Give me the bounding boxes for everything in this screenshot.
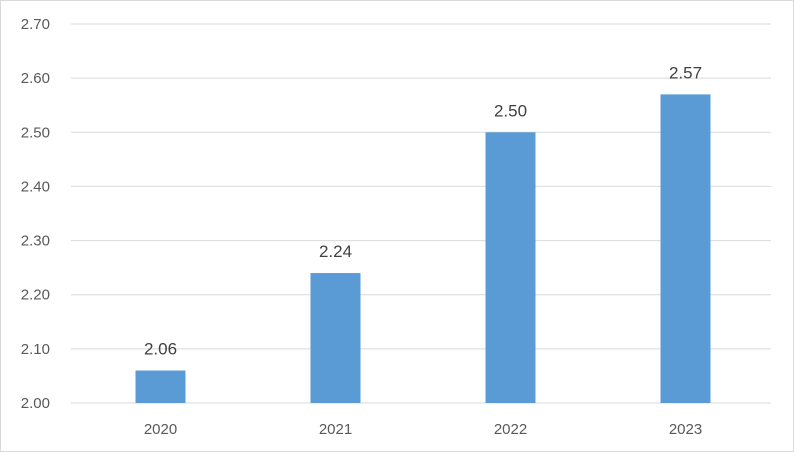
y-tick-label: 2.60 (21, 70, 50, 87)
y-axis-ticks: 2.00 2.10 2.20 2.30 2.40 2.50 2.60 2.70 (21, 16, 50, 412)
bar-2020 (135, 370, 186, 403)
data-label: 2.06 (144, 340, 177, 359)
x-tick-label: 2023 (669, 421, 702, 438)
gridlines (71, 23, 771, 404)
data-label: 2.57 (669, 63, 702, 82)
bars (135, 94, 711, 404)
x-axis-ticks: 2020 2021 2022 2023 (144, 421, 702, 438)
y-tick-label: 2.70 (21, 16, 50, 33)
y-tick-label: 2.20 (21, 287, 50, 304)
y-tick-label: 2.50 (21, 124, 50, 141)
bar-2021 (310, 273, 361, 403)
y-tick-label: 2.00 (21, 395, 50, 412)
data-label: 2.50 (494, 101, 527, 120)
data-labels: 2.06 2.24 2.50 2.57 (144, 63, 702, 358)
y-tick-label: 2.30 (21, 233, 50, 250)
x-tick-label: 2020 (144, 421, 177, 438)
y-tick-label: 2.10 (21, 341, 50, 358)
bar-2023 (660, 94, 711, 403)
x-tick-label: 2021 (319, 421, 352, 438)
y-tick-label: 2.40 (21, 178, 50, 195)
bar-2022 (485, 132, 536, 404)
data-label: 2.24 (319, 242, 352, 261)
x-tick-label: 2022 (494, 421, 527, 438)
